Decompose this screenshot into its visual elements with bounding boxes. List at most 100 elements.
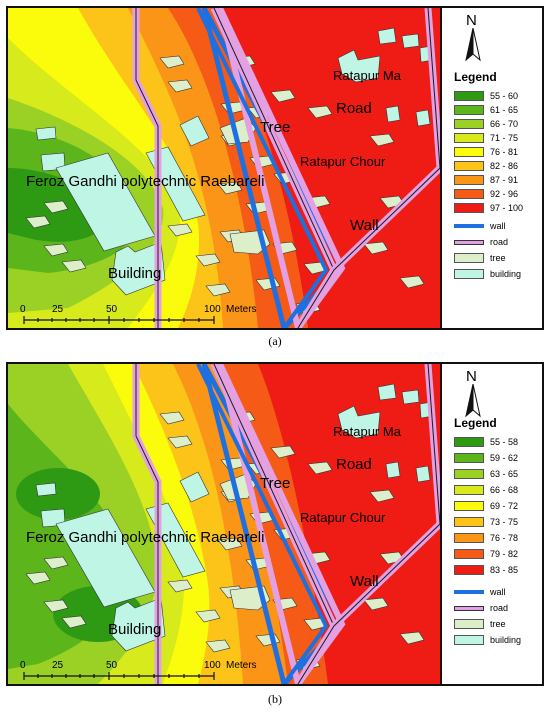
building-6 xyxy=(179,115,210,147)
legend-label: 76 - 81 xyxy=(490,147,519,157)
road-main-outline xyxy=(213,364,335,627)
zone-55-58-west xyxy=(16,468,100,520)
road-west-outline xyxy=(135,364,159,684)
legend-row: 55 - 60 xyxy=(454,90,518,102)
map-legend-divider xyxy=(440,8,442,328)
label-wall: Wall xyxy=(350,217,379,234)
legend-row: tree xyxy=(454,618,506,630)
label-polytechnic: Feroz Gandhi polytechnic Raebareli xyxy=(26,173,264,190)
legend-label: 63 - 65 xyxy=(490,469,519,479)
caption-b: (b) xyxy=(268,692,282,706)
map-frame: Ratapur Ma Road Tree Ratapur Chour Feroz… xyxy=(8,364,440,684)
scale-bar: 0 25 50 100 Meters xyxy=(20,304,257,324)
building-7 xyxy=(337,405,381,439)
building-1 xyxy=(35,126,57,141)
legend-row: wall xyxy=(454,586,506,598)
tree-27 xyxy=(167,579,193,593)
legend-row: tree xyxy=(454,252,506,264)
tree-25 xyxy=(43,243,69,257)
legend-label: tree xyxy=(490,253,506,263)
legend-label: tree xyxy=(490,619,506,629)
scale-tick-25: 25 xyxy=(52,660,64,671)
legend-title: Legend xyxy=(454,70,497,84)
legend-label: 83 - 85 xyxy=(490,565,519,575)
scale-tick-25: 25 xyxy=(52,304,64,315)
legend-swatch xyxy=(454,91,484,101)
building-9 xyxy=(401,389,420,405)
label-ratapur-chouraha: Ratapur Chour xyxy=(300,154,386,169)
legend-swatch xyxy=(454,485,484,495)
scale-unit: Meters xyxy=(226,660,257,671)
tree-25 xyxy=(43,599,69,613)
legend-swatch xyxy=(454,437,484,447)
legend-swatch xyxy=(454,161,484,171)
building-12 xyxy=(415,465,431,483)
legend-row: 76 - 81 xyxy=(454,146,518,158)
building-6 xyxy=(179,471,210,503)
scale-tick-100: 100 xyxy=(204,660,221,671)
tree-29 xyxy=(205,283,231,297)
legend-panel: N Legend 55 - 60 61 - 65 66 - 70 71 - 75… xyxy=(442,8,542,328)
legend-label: 92 - 96 xyxy=(490,189,519,199)
tree-24 xyxy=(25,215,51,229)
legend-swatch xyxy=(454,133,484,143)
legend-swatch xyxy=(454,203,484,213)
legend-swatch xyxy=(454,469,484,479)
noise-contour-map: Ratapur Ma Road Tree Ratapur Chour Feroz… xyxy=(8,8,440,328)
building-7 xyxy=(337,49,381,83)
legend-label: wall xyxy=(490,587,506,597)
legend-swatch xyxy=(454,119,484,129)
legend-swatch xyxy=(454,533,484,543)
road-east-outline xyxy=(297,8,440,328)
building-1 xyxy=(35,482,57,497)
label-wall: Wall xyxy=(350,573,379,590)
building-11 xyxy=(385,461,401,479)
noise-contour-map: Ratapur Ma Road Tree Ratapur Chour Feroz… xyxy=(8,364,440,684)
legend-row: 63 - 65 xyxy=(454,468,518,480)
noise-map-panel-b: Ratapur Ma Road Tree Ratapur Chour Feroz… xyxy=(6,362,544,686)
label-ratapur-marg: Ratapur Ma xyxy=(333,424,402,439)
legend-swatch xyxy=(454,453,484,463)
tree-22 xyxy=(399,275,425,289)
legend-label: 55 - 60 xyxy=(490,91,519,101)
legend-label: 76 - 78 xyxy=(490,533,519,543)
legend-feature-swatch xyxy=(454,253,484,263)
tree-19 xyxy=(369,133,395,147)
legend-swatch xyxy=(454,147,484,157)
legend-label: building xyxy=(490,635,522,645)
tree-21 xyxy=(363,241,389,255)
tree-1 xyxy=(159,55,185,69)
tree-4 xyxy=(270,445,296,459)
building-5 xyxy=(111,597,166,652)
tree-28 xyxy=(195,253,221,267)
tree-11 xyxy=(217,537,243,551)
tree-4 xyxy=(270,89,296,103)
tree-3 xyxy=(167,79,193,93)
tree-29 xyxy=(205,639,231,653)
legend-row: 66 - 70 xyxy=(454,118,518,130)
legend-row: 66 - 68 xyxy=(454,484,518,496)
legend-feature-swatch xyxy=(454,239,484,245)
tree-23 xyxy=(43,556,69,570)
legend-label: 61 - 65 xyxy=(490,105,519,115)
road-east-outline xyxy=(297,364,440,684)
north-label: N xyxy=(466,368,477,385)
tree-3 xyxy=(167,435,193,449)
tree-23 xyxy=(43,200,69,214)
label-tree: Tree xyxy=(260,119,290,136)
legend-label: 97 - 100 xyxy=(490,203,524,213)
scale-tick-50: 50 xyxy=(106,660,118,671)
legend-row: wall xyxy=(454,220,506,232)
legend-row: building xyxy=(454,268,521,280)
map-frame: Ratapur Ma Road Tree Ratapur Chour Feroz… xyxy=(8,8,440,328)
tree-21 xyxy=(363,597,389,611)
north-arrow: N xyxy=(458,12,488,68)
tree-19 xyxy=(369,489,395,503)
scale-bar: 0 25 50 100 Meters xyxy=(20,660,257,680)
north-arrow: N xyxy=(458,368,488,424)
label-polytechnic: Feroz Gandhi polytechnic Raebareli xyxy=(26,529,264,546)
label-building: Building xyxy=(108,265,161,282)
legend-title: Legend xyxy=(454,416,497,430)
building-11 xyxy=(385,105,401,123)
legend-row: 59 - 62 xyxy=(454,452,518,464)
